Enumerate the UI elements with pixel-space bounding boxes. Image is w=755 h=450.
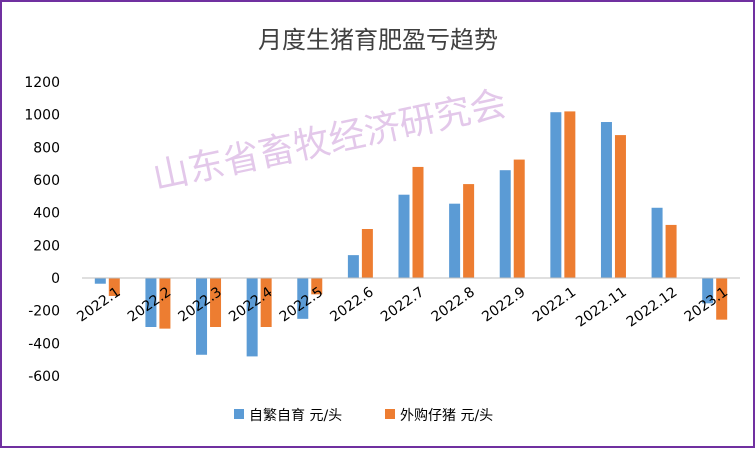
bar	[196, 278, 208, 355]
bars	[94, 111, 728, 357]
y-tick-label: 1200	[24, 75, 60, 91]
y-tick-label: 400	[33, 206, 60, 222]
bar	[702, 278, 714, 304]
legend-label: 外购仔猪 元/头	[400, 408, 493, 424]
x-tick-label: 2022.11	[573, 284, 630, 330]
bar	[463, 184, 475, 278]
x-axis: 2022.1 2022.2 2022.3 2022.4 2022.5 2022.6 2022…	[74, 284, 731, 330]
x-tick-label: 2022.1	[74, 284, 123, 325]
bar	[108, 278, 120, 296]
x-tick-label: 2022.8	[429, 284, 478, 325]
bar	[600, 122, 612, 279]
bar	[651, 207, 663, 278]
y-tick-label: -600	[28, 369, 60, 385]
bar	[246, 278, 258, 357]
y-tick-label: 0	[51, 271, 60, 287]
bar	[159, 278, 171, 329]
x-tick-label: 2022.9	[479, 284, 528, 325]
y-tick-label: 1000	[24, 108, 60, 124]
watermark: 山东省畜牧经济研究会	[149, 83, 510, 198]
bar	[361, 229, 373, 278]
legend: 自繁自育 元/头 外购仔猪 元/头	[234, 408, 493, 424]
bar	[311, 278, 323, 295]
bar	[297, 278, 309, 319]
y-axis: -600 -400 -200 0 200 400 600 800 1000 1200	[24, 75, 60, 385]
bar	[716, 278, 728, 320]
y-tick-label: -200	[28, 304, 60, 320]
x-tick-label: 2022.1	[530, 284, 579, 325]
bar	[145, 278, 157, 327]
x-tick-label: 2022.12	[624, 284, 681, 330]
bar	[614, 135, 626, 278]
x-tick-label: 2022.7	[378, 284, 427, 325]
bar	[564, 111, 576, 279]
y-tick-label: -400	[28, 336, 60, 352]
x-tick-label: 2022.6	[327, 284, 376, 325]
y-tick-label: 200	[33, 238, 60, 254]
chart-title: 月度生猪育肥盈亏趋势	[258, 26, 498, 54]
bar	[94, 278, 106, 284]
bar	[210, 278, 222, 327]
legend-label: 自繁自育 元/头	[249, 408, 342, 424]
bar	[449, 203, 461, 278]
legend-swatch	[234, 409, 244, 419]
bar	[513, 159, 525, 278]
bar	[398, 194, 410, 278]
y-tick-label: 800	[33, 140, 60, 156]
legend-swatch	[385, 409, 395, 419]
bar	[665, 224, 677, 278]
bar	[412, 166, 424, 278]
y-tick-label: 600	[33, 173, 60, 189]
bar	[260, 278, 272, 327]
bar	[347, 255, 359, 278]
bar	[550, 112, 562, 278]
bar	[499, 170, 511, 278]
